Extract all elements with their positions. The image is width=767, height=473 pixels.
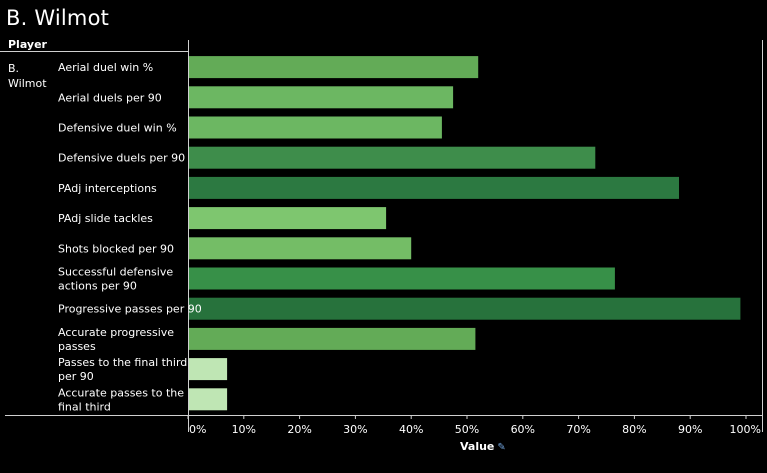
bar[interactable] (189, 207, 387, 230)
x-tick-label: 100% (730, 423, 761, 436)
x-tick-label: 40% (399, 423, 423, 436)
category-label: Passes to the final third per 90 (58, 356, 187, 383)
x-tick-label: 80% (622, 423, 646, 436)
bar[interactable] (189, 297, 741, 320)
x-tick-label: 60% (511, 423, 535, 436)
x-tick-label: 0% (189, 423, 206, 436)
category-label: Defensive duels per 90 (58, 152, 185, 165)
chart-axes (0, 40, 763, 432)
category-label: Shots blocked per 90 (58, 242, 174, 255)
category-label: Defensive duel win % (58, 122, 177, 135)
category-label: Aerial duel win % (58, 61, 153, 74)
category-label: PAdj interceptions (58, 182, 157, 195)
x-axis-title[interactable]: Value ✎ (460, 440, 506, 453)
category-label: Progressive passes per 90 (58, 303, 202, 316)
category-label: Accurate progressive passes (58, 326, 174, 353)
category-label: Successful defensive actions per 90 (58, 266, 173, 293)
pin-icon[interactable]: ✎ (497, 442, 506, 453)
bar[interactable] (189, 56, 479, 79)
category-label: Accurate passes to the final third (58, 386, 184, 413)
x-tick-label: 90% (678, 423, 702, 436)
bar[interactable] (189, 237, 412, 260)
category-label: Aerial duels per 90 (58, 91, 162, 104)
bar[interactable] (189, 267, 615, 290)
category-label: PAdj slide tackles (58, 212, 153, 225)
category-labels: Aerial duel win % Aerial duels per 90 Defe… (58, 61, 202, 413)
bar[interactable] (189, 86, 454, 109)
bar[interactable] (189, 358, 228, 381)
bar[interactable] (189, 327, 476, 350)
x-tick-label: 30% (343, 423, 367, 436)
bars (189, 56, 741, 411)
bar[interactable] (189, 176, 679, 199)
x-tick-label: 70% (566, 423, 590, 436)
x-tick-label: 50% (455, 423, 479, 436)
chart-title: B. Wilmot (6, 6, 110, 30)
x-tick-label: 10% (232, 423, 256, 436)
bar[interactable] (189, 116, 442, 139)
bar[interactable] (189, 146, 596, 169)
x-axis-ticks: 0% 10% 20% 30% 40% 50% 60% 70% 80% 90% 100% (187, 415, 761, 436)
player-name[interactable]: B. Wilmot (8, 62, 47, 90)
bar[interactable] (189, 388, 228, 411)
column-header-player[interactable]: Player (8, 38, 47, 51)
x-tick-label: 20% (287, 423, 311, 436)
